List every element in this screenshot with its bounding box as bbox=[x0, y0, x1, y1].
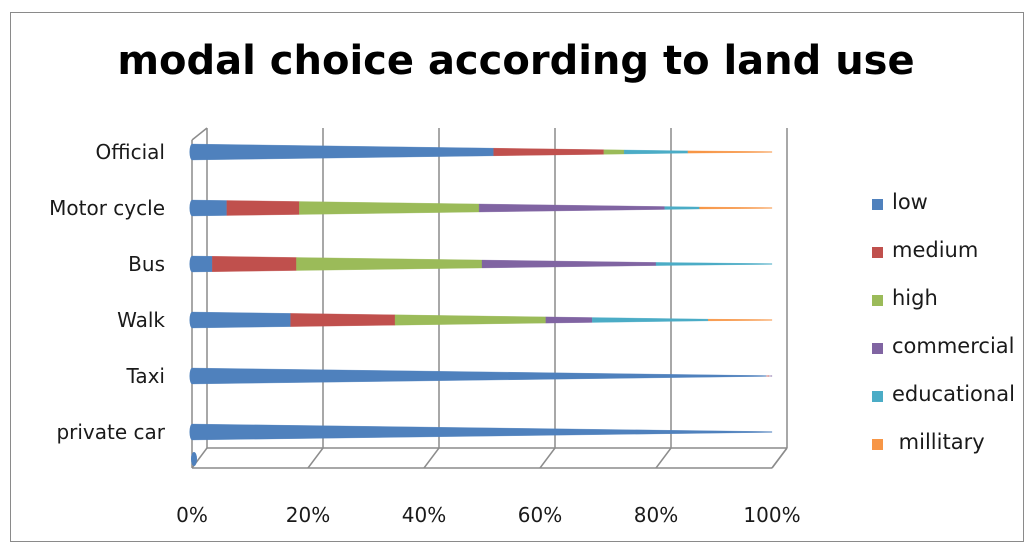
bar-segment bbox=[603, 149, 625, 155]
category-label: Motor cycle bbox=[49, 196, 165, 220]
category-label: Walk bbox=[117, 308, 165, 332]
bar-segment bbox=[708, 318, 773, 322]
bar-segment bbox=[296, 257, 483, 271]
chart-frame bbox=[10, 12, 1024, 542]
bar-segment bbox=[623, 149, 689, 155]
legend-swatch bbox=[872, 391, 883, 402]
bar-segment bbox=[226, 200, 300, 216]
bar-segment bbox=[481, 259, 657, 269]
category-labels: Official Motor cycle Bus Walk Taxi private ca… bbox=[49, 140, 166, 444]
bar-segment bbox=[299, 201, 480, 215]
legend-label: commercial bbox=[892, 334, 1015, 358]
plot-walls bbox=[191, 127, 788, 469]
bars bbox=[189, 143, 773, 466]
bar-segment bbox=[191, 143, 494, 161]
gridline-floor bbox=[539, 447, 556, 469]
category-label: private car bbox=[56, 420, 165, 444]
legend-swatch bbox=[872, 247, 883, 258]
x-tick-label: 0% bbox=[176, 503, 208, 527]
legend-label: low bbox=[892, 190, 928, 214]
bar-segment bbox=[191, 311, 291, 329]
bar-segment bbox=[545, 316, 593, 324]
floor-marker bbox=[191, 452, 197, 466]
legend-label: medium bbox=[892, 238, 979, 262]
x-tick-label: 80% bbox=[634, 503, 678, 527]
category-label: Official bbox=[96, 140, 165, 164]
legend-swatch bbox=[872, 343, 883, 354]
bar-segment bbox=[699, 206, 773, 210]
bar-segment bbox=[394, 314, 546, 326]
gridlines bbox=[307, 128, 788, 469]
bar-segment bbox=[191, 255, 213, 273]
x-tick-label: 100% bbox=[743, 503, 800, 527]
legend-swatch bbox=[872, 295, 883, 306]
bar-segment bbox=[766, 375, 770, 377]
legend-swatch bbox=[872, 199, 883, 210]
gridline-floor bbox=[771, 447, 788, 469]
bar-segment bbox=[191, 423, 773, 441]
x-tick-label: 60% bbox=[518, 503, 562, 527]
x-tick-label: 20% bbox=[286, 503, 330, 527]
bar-segment bbox=[592, 317, 709, 323]
legend-label: educational bbox=[892, 382, 1015, 406]
gridline-floor bbox=[423, 447, 440, 469]
bar-base-cap bbox=[189, 424, 195, 440]
bar-base-cap bbox=[189, 312, 195, 328]
bar-segment bbox=[687, 150, 773, 154]
bar-base-cap bbox=[189, 256, 195, 272]
bar-segment bbox=[191, 199, 227, 217]
x-tick-labels: 0% 20% 40% 60% 80% 100% bbox=[176, 503, 800, 527]
gridline-floor bbox=[307, 447, 324, 469]
bar-segment bbox=[768, 375, 773, 377]
bar-base-cap bbox=[189, 200, 195, 216]
category-label: Bus bbox=[128, 252, 165, 276]
chart-title: modal choice according to land use bbox=[117, 38, 915, 84]
legend-label: high bbox=[892, 286, 938, 310]
bar-segment bbox=[478, 203, 665, 213]
bar-segment bbox=[290, 313, 396, 327]
legend-label: millitary bbox=[892, 430, 985, 454]
legend-swatch bbox=[872, 439, 883, 450]
bar-segment bbox=[493, 148, 604, 156]
bar-segment bbox=[664, 206, 700, 210]
bar-segment bbox=[655, 262, 773, 266]
x-tick-label: 40% bbox=[402, 503, 446, 527]
gridline-floor bbox=[655, 447, 672, 469]
category-label: Taxi bbox=[125, 364, 165, 388]
bar-segment bbox=[191, 367, 767, 385]
bar-segment bbox=[212, 256, 297, 272]
bar-base-cap bbox=[189, 368, 195, 384]
top-corner-line bbox=[191, 127, 208, 141]
bar-base-cap bbox=[189, 144, 195, 160]
